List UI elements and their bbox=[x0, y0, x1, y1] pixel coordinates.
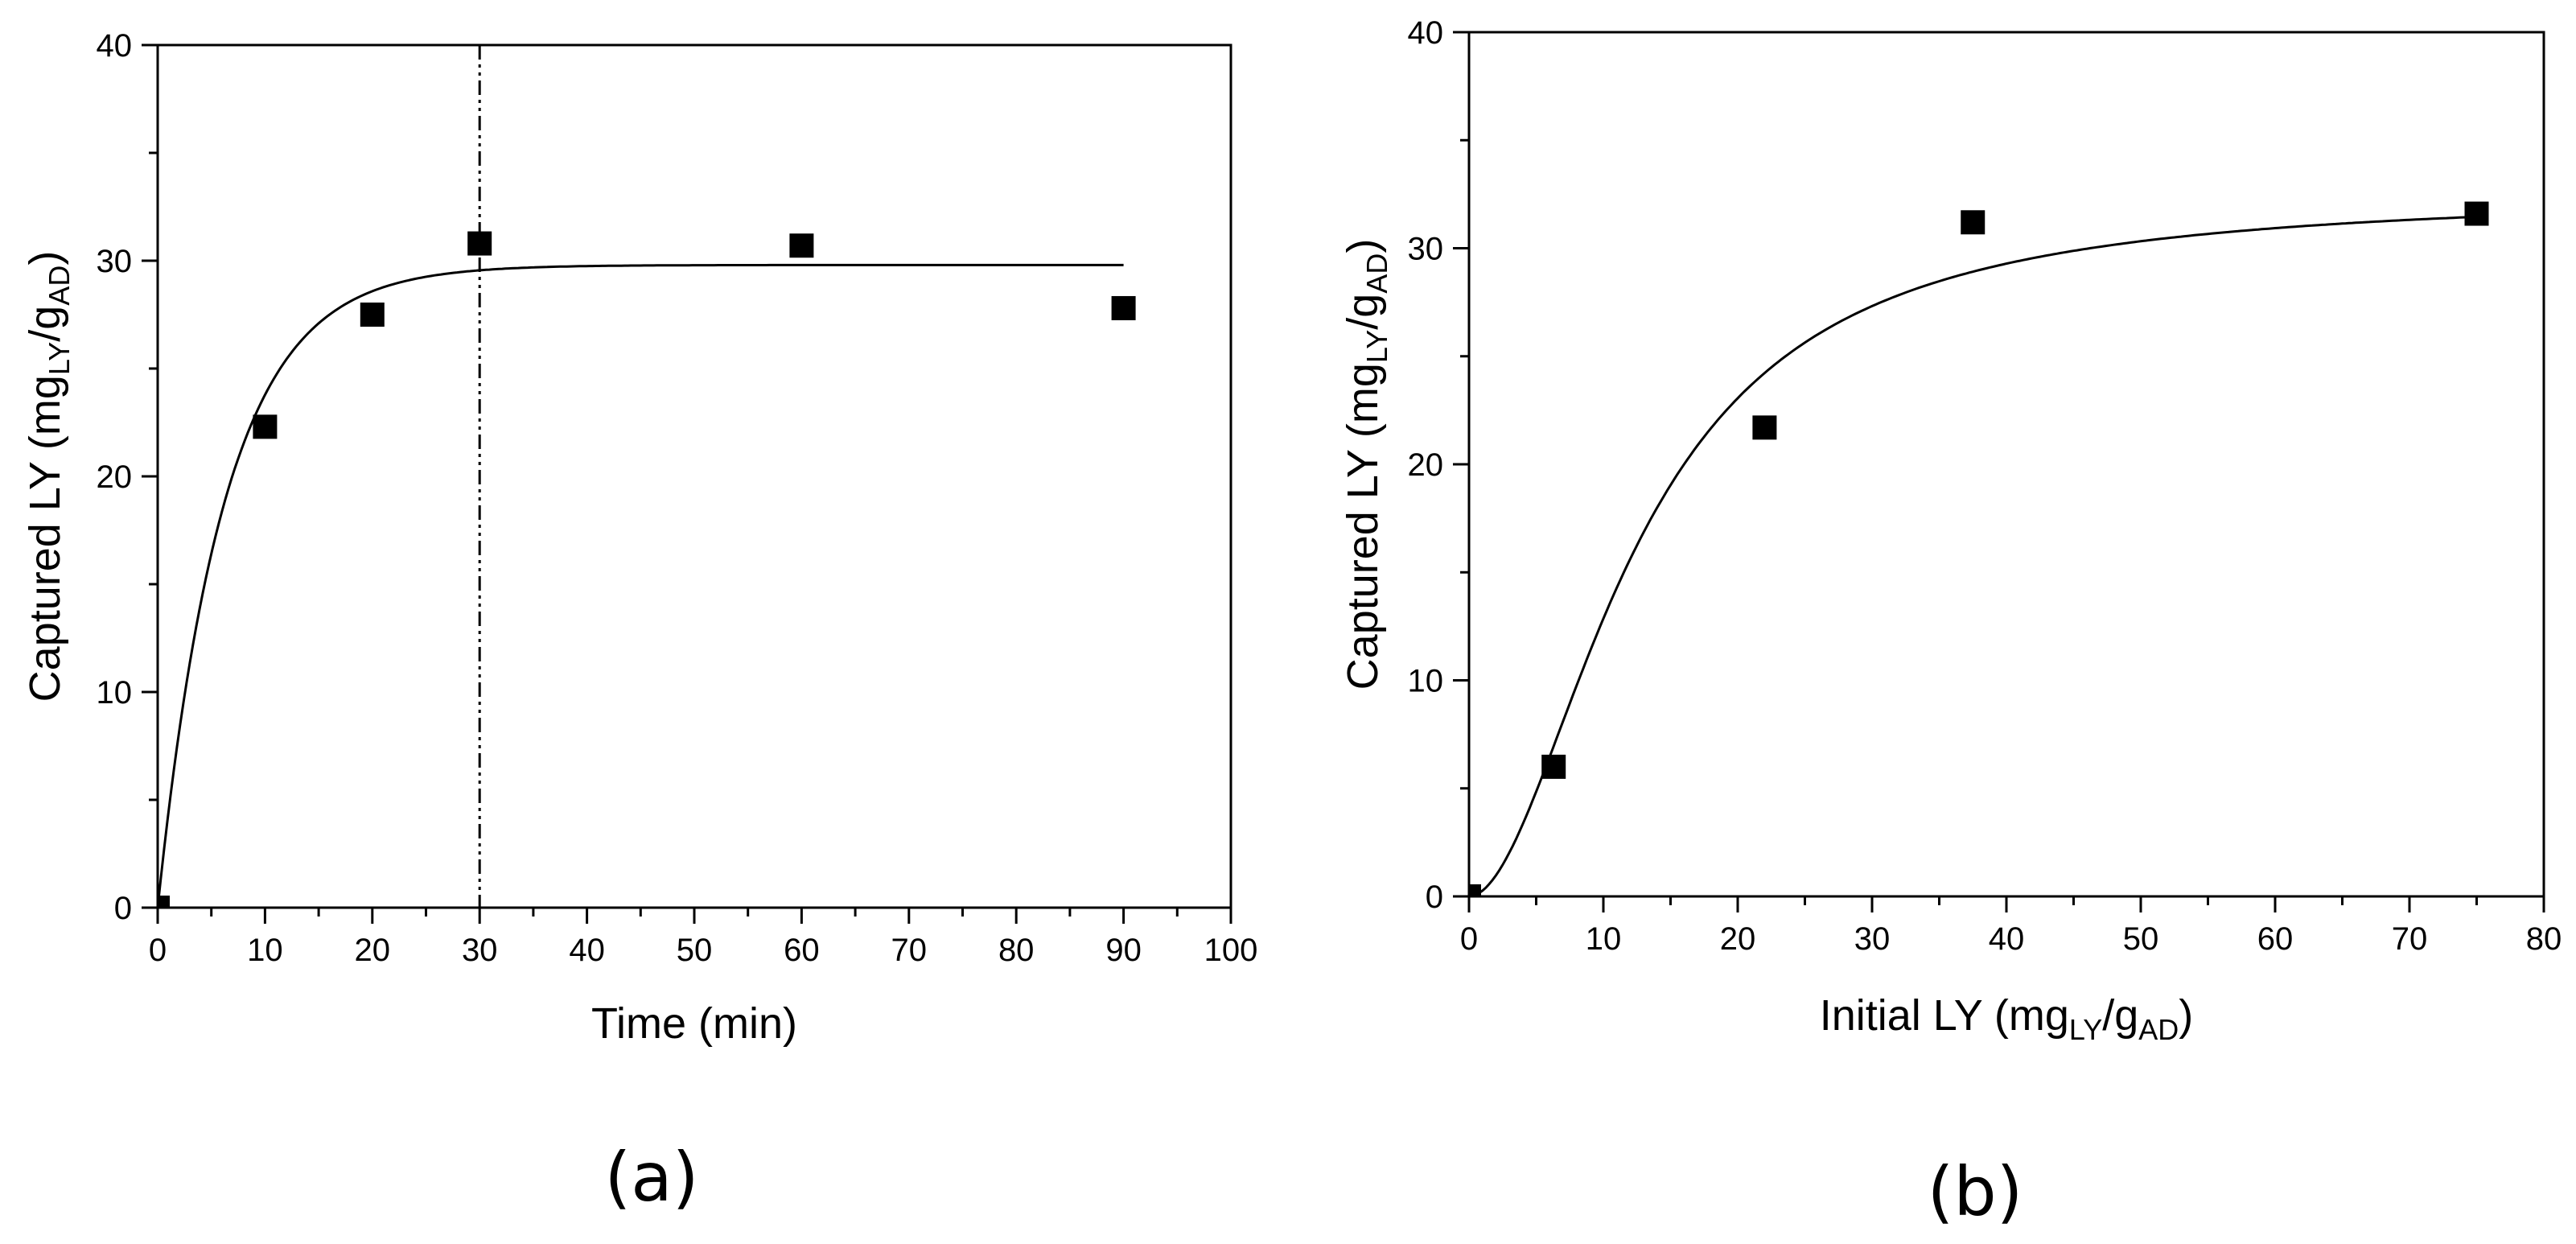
data-point-marker bbox=[253, 414, 278, 439]
y-tick-label: 0 bbox=[1426, 879, 1443, 915]
panel-b-x-axis: 0 10 20 30 40 50 60 70 80 bbox=[1460, 896, 2562, 957]
x-tick-label: 80 bbox=[998, 933, 1035, 968]
y-tick-label: 40 bbox=[1408, 15, 1444, 51]
y-tick-label: 0 bbox=[114, 891, 132, 926]
y-tick-label: 20 bbox=[1408, 447, 1444, 483]
data-point-marker bbox=[360, 303, 385, 327]
x-tick-label: 40 bbox=[1989, 921, 2025, 957]
x-tick-label: 20 bbox=[355, 933, 391, 968]
panel-a-x-axis: 0 10 20 30 40 50 60 70 80 90 100 bbox=[149, 908, 1258, 968]
x-tick-label: 10 bbox=[247, 933, 283, 968]
x-tick-label: 30 bbox=[1854, 921, 1891, 957]
x-tick-label: 100 bbox=[1204, 933, 1258, 968]
data-point-marker bbox=[1752, 415, 1777, 440]
x-tick-label: 30 bbox=[462, 933, 498, 968]
x-tick-label: 60 bbox=[784, 933, 820, 968]
data-point-marker bbox=[1961, 210, 1985, 235]
data-point-marker bbox=[1111, 295, 1136, 320]
y-tick-label: 30 bbox=[97, 244, 133, 279]
y-tick-label: 30 bbox=[1408, 232, 1444, 267]
x-tick-label: 0 bbox=[149, 933, 167, 968]
data-point-marker bbox=[158, 896, 170, 908]
panel-b-chart: 0 10 20 30 40 50 60 70 80 0 10 20 30 40 Initial LY (… bbox=[1339, 15, 2562, 1231]
x-tick-label: 70 bbox=[891, 933, 928, 968]
panel-a-y-axis-title: Captured LY (mgLY/gAD) bbox=[21, 251, 76, 702]
x-tick-label: 0 bbox=[1460, 921, 1478, 957]
x-tick-label: 80 bbox=[2526, 921, 2562, 957]
panel-a-y-axis: 0 10 20 30 40 bbox=[97, 28, 158, 926]
x-tick-label: 40 bbox=[569, 933, 605, 968]
x-tick-label: 10 bbox=[1586, 921, 1622, 957]
y-tick-label: 40 bbox=[97, 28, 133, 64]
y-tick-label: 10 bbox=[1408, 664, 1444, 699]
panel-a-points bbox=[158, 231, 1136, 908]
y-tick-label: 10 bbox=[97, 675, 133, 711]
y-tick-label: 20 bbox=[97, 459, 133, 495]
panel-b-x-axis-title: Initial LY (mgLY/gAD) bbox=[1820, 991, 2194, 1046]
data-point-marker bbox=[1541, 754, 1566, 779]
data-point-marker bbox=[2464, 201, 2489, 226]
panel-b-plot-frame bbox=[1467, 31, 2545, 898]
x-tick-label: 70 bbox=[2392, 921, 2428, 957]
x-tick-label: 90 bbox=[1105, 933, 1142, 968]
x-tick-label: 50 bbox=[677, 933, 713, 968]
x-tick-label: 60 bbox=[2257, 921, 2294, 957]
data-point-marker bbox=[1469, 884, 1481, 896]
x-tick-label: 50 bbox=[2123, 921, 2159, 957]
panel-a-label: (a) bbox=[604, 1138, 698, 1217]
panel-b-fit-curve bbox=[1468, 215, 2477, 898]
panel-a-plot-frame bbox=[156, 43, 1232, 909]
panel-b-y-axis: 0 10 20 30 40 bbox=[1408, 15, 1469, 915]
data-point-marker bbox=[467, 231, 492, 256]
data-point-marker bbox=[789, 233, 814, 258]
panel-a-chart: 0 10 20 30 40 50 60 70 80 90 100 0 10 20 30 40 Time (m… bbox=[21, 28, 1257, 1217]
x-tick-label: 20 bbox=[1720, 921, 1756, 957]
panel-b-y-axis-title: Captured LY (mgLY/gAD) bbox=[1339, 239, 1393, 690]
panel-a-fit-curve bbox=[156, 263, 1124, 908]
panel-b-label: (b) bbox=[1928, 1152, 2023, 1231]
panel-a-x-axis-title: Time (min) bbox=[591, 999, 797, 1048]
panel-b-points bbox=[1469, 201, 2489, 896]
